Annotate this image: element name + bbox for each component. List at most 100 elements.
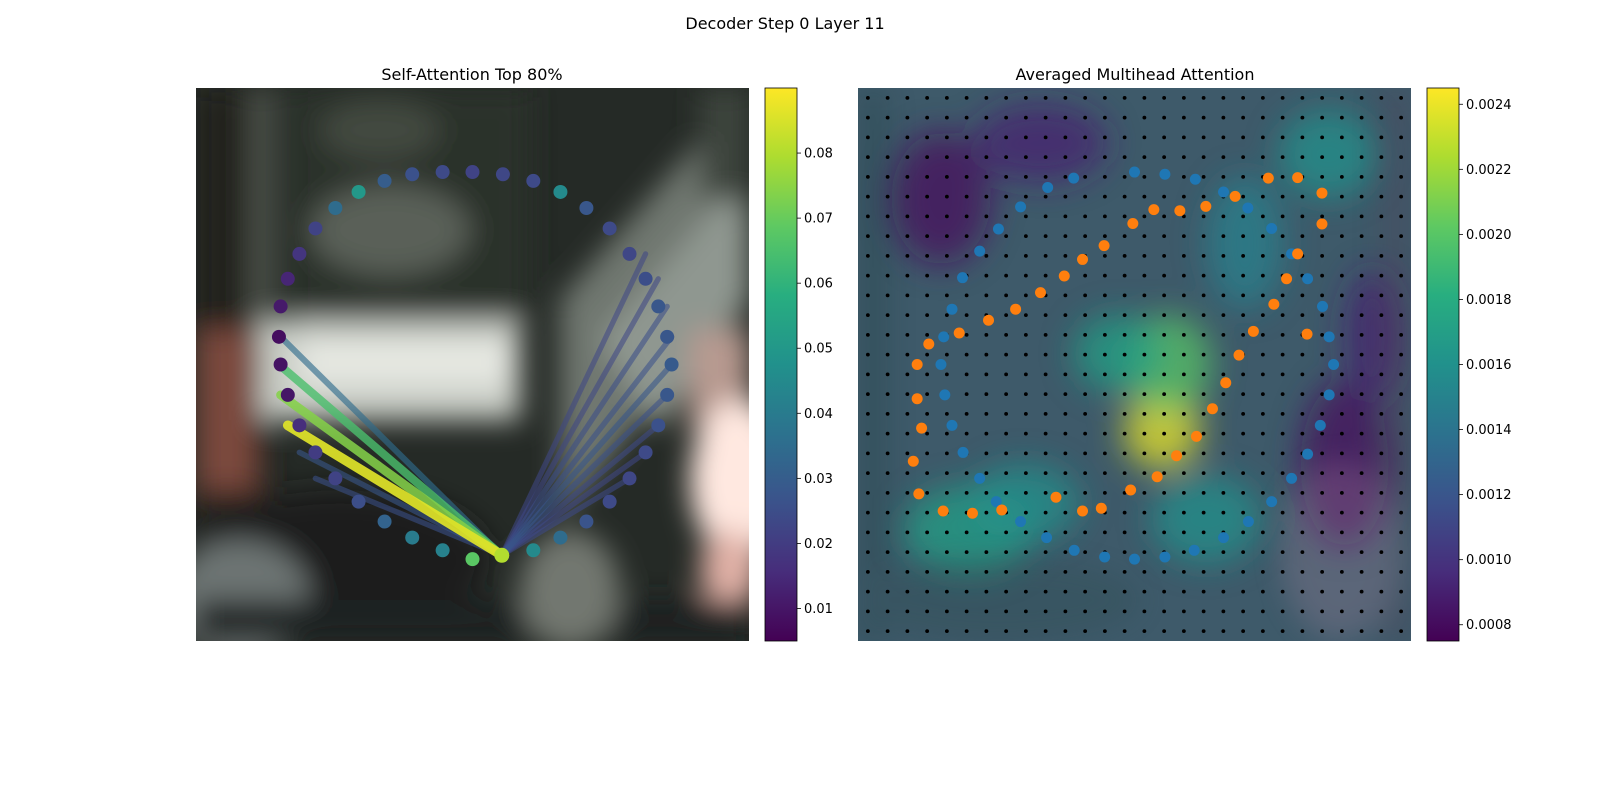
grid-point xyxy=(1023,411,1028,416)
grid-point xyxy=(984,194,989,199)
grid-point xyxy=(1162,629,1167,634)
grid-point xyxy=(1102,313,1107,318)
grid-point xyxy=(1142,313,1147,318)
grid-point xyxy=(1063,451,1068,456)
grid-point xyxy=(865,431,870,436)
attention-point xyxy=(273,299,288,314)
grid-point xyxy=(925,313,930,318)
grid-point xyxy=(925,155,930,160)
grid-point xyxy=(1004,174,1009,179)
grid-point xyxy=(1320,273,1325,278)
colorbar-tick-label: 0.0010 xyxy=(1466,553,1512,568)
grid-point xyxy=(925,135,930,140)
grid-point xyxy=(885,530,890,535)
colorbar-tick-label: 0.0012 xyxy=(1466,488,1512,503)
grid-point xyxy=(1043,234,1048,239)
grid-point xyxy=(1379,609,1384,614)
grid-point xyxy=(1379,411,1384,416)
reference-point xyxy=(1242,516,1254,528)
attention-point xyxy=(553,530,568,545)
grid-point xyxy=(1359,155,1364,160)
grid-point xyxy=(1102,332,1107,337)
grid-point xyxy=(1201,273,1206,278)
grid-point xyxy=(1339,234,1344,239)
grid-point xyxy=(925,431,930,436)
grid-point xyxy=(1280,392,1285,397)
grid-point xyxy=(1359,589,1364,594)
colorbar-tick-label: 0.06 xyxy=(804,277,833,292)
grid-point xyxy=(1023,510,1028,515)
grid-point xyxy=(1221,629,1226,634)
grid-point xyxy=(1063,313,1068,318)
grid-point xyxy=(865,589,870,594)
grid-point xyxy=(1162,569,1167,574)
grid-point xyxy=(944,313,949,318)
grid-point xyxy=(1004,293,1009,298)
grid-point xyxy=(905,155,910,160)
grid-point xyxy=(905,471,910,476)
reference-point xyxy=(1200,200,1212,212)
grid-point xyxy=(1004,431,1009,436)
grid-point xyxy=(1043,451,1048,456)
grid-point xyxy=(1300,372,1305,377)
grid-point xyxy=(1142,234,1147,239)
grid-point xyxy=(1280,471,1285,476)
grid-point xyxy=(1083,550,1088,555)
grid-point xyxy=(1162,95,1167,100)
grid-point xyxy=(1201,589,1206,594)
grid-point xyxy=(1083,490,1088,495)
grid-point xyxy=(865,293,870,298)
grid-point xyxy=(1241,589,1246,594)
grid-point xyxy=(964,253,969,258)
grid-point xyxy=(1399,629,1404,634)
grid-point xyxy=(1142,253,1147,258)
colorbar-tick-label: 0.0016 xyxy=(1466,358,1512,373)
grid-point xyxy=(1181,569,1186,574)
grid-point xyxy=(905,431,910,436)
grid-point xyxy=(905,451,910,456)
grid-point xyxy=(1043,589,1048,594)
grid-point xyxy=(1023,313,1028,318)
grid-point xyxy=(964,589,969,594)
grid-point xyxy=(1241,411,1246,416)
grid-point xyxy=(865,273,870,278)
grid-point xyxy=(1241,609,1246,614)
reference-point xyxy=(1174,205,1186,217)
grid-point xyxy=(1122,411,1127,416)
grid-point xyxy=(1339,352,1344,357)
grid-point xyxy=(1181,372,1186,377)
grid-point xyxy=(1142,589,1147,594)
grid-point xyxy=(1102,214,1107,219)
grid-point xyxy=(1280,411,1285,416)
reference-point xyxy=(1015,516,1027,528)
attention-point xyxy=(273,357,288,372)
attention-point xyxy=(579,201,594,216)
grid-point xyxy=(1201,253,1206,258)
grid-point xyxy=(1260,392,1265,397)
grid-point xyxy=(865,550,870,555)
grid-point xyxy=(984,451,989,456)
grid-point xyxy=(905,510,910,515)
attention-point xyxy=(435,165,450,180)
grid-point xyxy=(925,293,930,298)
grid-point xyxy=(1241,530,1246,535)
grid-point xyxy=(1083,214,1088,219)
grid-point xyxy=(944,352,949,357)
grid-point xyxy=(1162,253,1167,258)
grid-point xyxy=(885,194,890,199)
grid-point xyxy=(1379,293,1384,298)
grid-point xyxy=(1260,372,1265,377)
reference-point xyxy=(911,393,923,405)
grid-point xyxy=(1142,431,1147,436)
grid-point xyxy=(865,214,870,219)
grid-point xyxy=(1359,530,1364,535)
colorbar-tick-label: 0.0018 xyxy=(1466,293,1512,308)
grid-point xyxy=(1379,194,1384,199)
grid-point xyxy=(944,253,949,258)
grid-point xyxy=(984,234,989,239)
grid-point xyxy=(1102,95,1107,100)
grid-point xyxy=(1023,490,1028,495)
grid-point xyxy=(1142,392,1147,397)
grid-point xyxy=(1280,253,1285,258)
grid-point xyxy=(1083,115,1088,120)
